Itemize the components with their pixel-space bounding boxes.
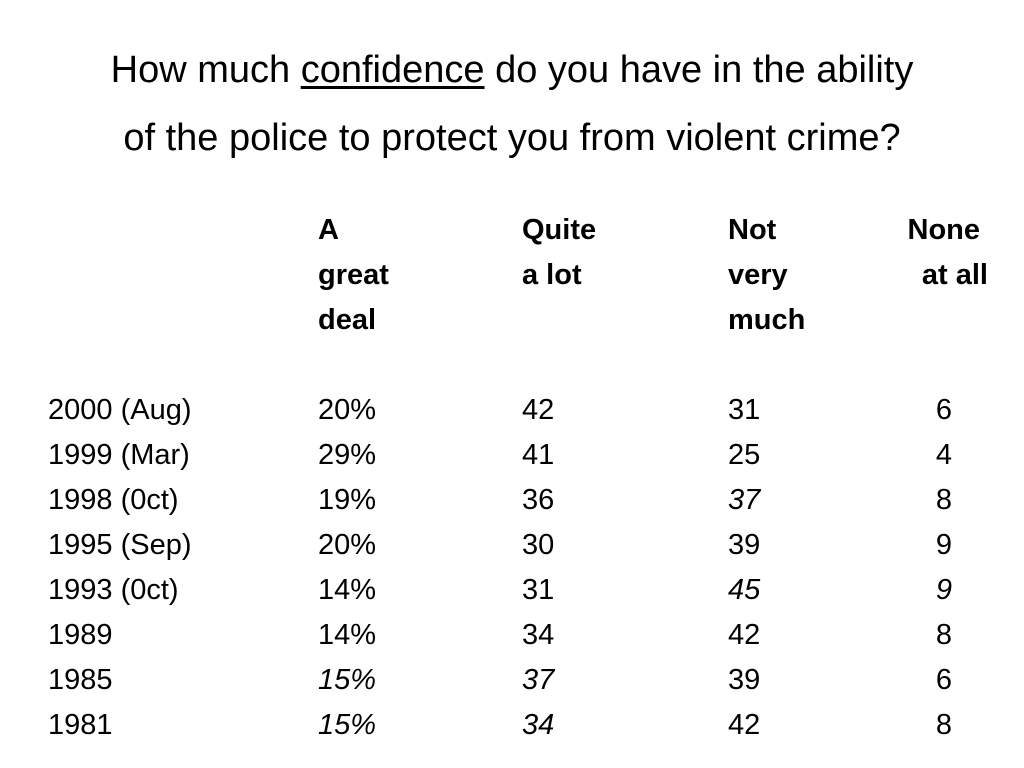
value-cell: 37 bbox=[728, 484, 761, 516]
value-cell: 4 bbox=[935, 439, 952, 471]
value-cell: 15% bbox=[318, 664, 377, 696]
header-line: deal bbox=[318, 304, 377, 336]
value-cell: 8 bbox=[935, 709, 952, 741]
value-cell: 19% bbox=[318, 484, 377, 516]
table-row: 2000 (Aug) 20% 42 31 6 bbox=[48, 388, 952, 433]
year-cell: 1981 bbox=[48, 709, 113, 741]
value-cell: 9 bbox=[935, 529, 952, 561]
header-not-very-much: Not very much bbox=[728, 208, 805, 343]
value-cell: 20% bbox=[318, 394, 377, 426]
value-cell: 15% bbox=[318, 709, 377, 741]
value-cell: 8 bbox=[935, 619, 952, 651]
value-cell: 37 bbox=[522, 664, 555, 696]
title-text-before: How much bbox=[110, 49, 301, 91]
header-none-at-all: None at all bbox=[880, 208, 989, 298]
header-line: very bbox=[728, 259, 788, 291]
header-line: a lot bbox=[522, 259, 582, 291]
table-row: 1995 (Sep) 20% 30 39 9 bbox=[48, 523, 952, 568]
table-row: 1989 14% 34 42 8 bbox=[48, 613, 952, 658]
header-line: None bbox=[907, 214, 981, 246]
table-row: 1999 (Mar) 29% 41 25 4 bbox=[48, 433, 952, 478]
value-cell: 42 bbox=[728, 709, 761, 741]
value-cell: 39 bbox=[728, 529, 761, 561]
value-cell: 42 bbox=[728, 619, 761, 651]
value-cell: 34 bbox=[522, 619, 555, 651]
header-quite-a-lot: Quite a lot bbox=[522, 208, 596, 298]
year-cell: 1998 (0ct) bbox=[48, 484, 179, 516]
value-cell: 25 bbox=[728, 439, 761, 471]
table-row: 1985 15% 37 39 6 bbox=[48, 658, 952, 703]
title-line-1: How much confidence do you have in the a… bbox=[0, 36, 1024, 104]
year-cell: 1999 (Mar) bbox=[48, 439, 190, 471]
value-cell: 31 bbox=[728, 394, 761, 426]
value-cell: 14% bbox=[318, 619, 377, 651]
value-cell: 20% bbox=[318, 529, 377, 561]
value-cell: 30 bbox=[522, 529, 555, 561]
value-cell: 34 bbox=[522, 709, 555, 741]
survey-table: 2000 (Aug) 20% 42 31 6 1999 (Mar) 29% 41 25 4 1998… bbox=[48, 388, 952, 748]
value-cell: 8 bbox=[935, 484, 952, 516]
header-line: A bbox=[318, 214, 339, 246]
year-cell: 1993 (0ct) bbox=[48, 574, 179, 606]
header-line: Not bbox=[728, 214, 777, 246]
survey-table-body: 2000 (Aug) 20% 42 31 6 1999 (Mar) 29% 41 25 4 1998… bbox=[48, 388, 952, 748]
value-cell: 36 bbox=[522, 484, 555, 516]
slide-title: How much confidence do you have in the a… bbox=[0, 36, 1024, 172]
value-cell: 42 bbox=[522, 394, 555, 426]
year-cell: 1985 bbox=[48, 664, 113, 696]
value-cell: 6 bbox=[935, 664, 952, 696]
header-line: much bbox=[728, 304, 806, 336]
value-cell: 39 bbox=[728, 664, 761, 696]
title-text-after: do you have in the ability bbox=[484, 49, 914, 91]
year-cell: 1995 (Sep) bbox=[48, 529, 192, 561]
header-great-deal: A great deal bbox=[318, 208, 389, 343]
header-line: Quite bbox=[522, 214, 597, 246]
value-cell: 14% bbox=[318, 574, 377, 606]
table-row: 1993 (0ct) 14% 31 45 9 bbox=[48, 568, 952, 613]
header-line: great bbox=[318, 259, 389, 291]
title-line-2: of the police to protect you from violen… bbox=[123, 117, 901, 159]
table-row: 1981 15% 34 42 8 bbox=[48, 703, 952, 748]
year-cell: 2000 (Aug) bbox=[48, 394, 192, 426]
value-cell: 41 bbox=[522, 439, 555, 471]
year-cell: 1989 bbox=[48, 619, 113, 651]
header-line: at all bbox=[921, 259, 988, 291]
value-cell: 6 bbox=[935, 394, 952, 426]
title-underlined-word: confidence bbox=[300, 49, 485, 91]
value-cell: 9 bbox=[935, 574, 952, 606]
value-cell: 31 bbox=[522, 574, 555, 606]
value-cell: 29% bbox=[318, 439, 377, 471]
value-cell: 45 bbox=[728, 574, 761, 606]
table-row: 1998 (0ct) 19% 36 37 8 bbox=[48, 478, 952, 523]
